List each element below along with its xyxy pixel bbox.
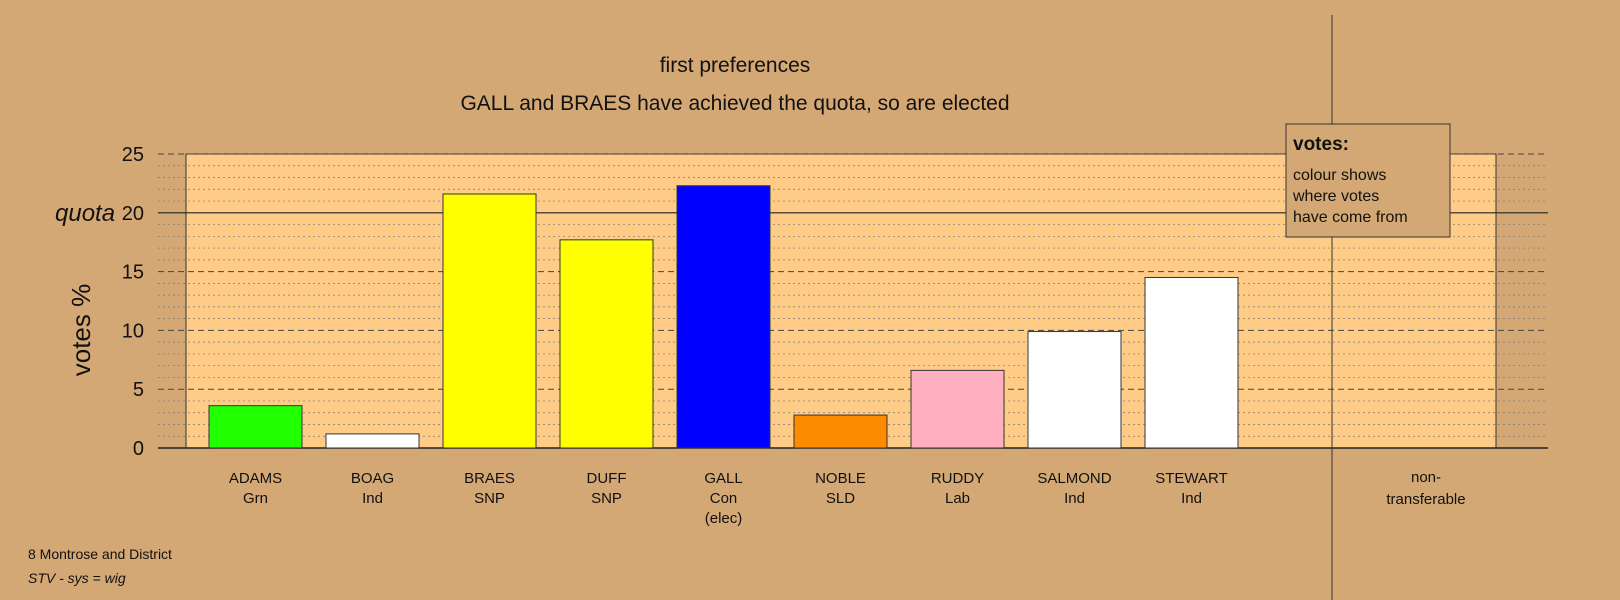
candidate-name: STEWART — [1155, 470, 1228, 487]
candidate-party: Ind — [362, 490, 383, 507]
candidate-name: BOAG — [351, 470, 394, 487]
bar-gall — [676, 185, 771, 449]
legend-line: have come from — [1293, 209, 1408, 226]
candidate-name: NOBLE — [815, 470, 866, 487]
bar-duff — [559, 239, 654, 449]
legend-line: where votes — [1292, 188, 1379, 205]
y-tick-label: 20 — [122, 203, 144, 225]
candidate-party: SLD — [826, 490, 855, 507]
candidate-party: SNP — [474, 490, 505, 507]
chart-title: first preferences — [660, 54, 811, 77]
candidate-name: DUFF — [587, 470, 627, 487]
y-tick-label: 15 — [122, 262, 144, 284]
y-tick-label: 5 — [133, 379, 144, 401]
legend: votes: colour shows where votes have com… — [1285, 123, 1451, 238]
candidate-party: SNP — [591, 490, 622, 507]
chart-subtitle: GALL and BRAES have achieved the quota, … — [460, 92, 1009, 115]
candidate-party: Grn — [243, 490, 268, 507]
candidate-party: Lab — [945, 490, 970, 507]
y-axis-label: votes % — [66, 284, 96, 377]
bar-stewart — [1144, 276, 1239, 449]
quota-label: quota — [55, 200, 115, 227]
legend-line: colour shows — [1293, 167, 1386, 184]
candidate-name: BRAES — [464, 470, 515, 487]
bar-noble — [793, 414, 888, 449]
candidate-party: Ind — [1181, 490, 1202, 507]
candidate-party: Con — [710, 490, 738, 507]
footer-area-name: 8 Montrose and District — [28, 546, 172, 562]
bar-ruddy — [910, 369, 1005, 449]
candidate-name: SALMOND — [1037, 470, 1111, 487]
bar-adams — [208, 405, 303, 449]
y-tick-label: 0 — [133, 438, 144, 460]
legend-title: votes: — [1293, 134, 1349, 155]
candidate-party: Ind — [1064, 490, 1085, 507]
bar-boag — [325, 433, 420, 449]
bar-salmond — [1027, 331, 1122, 449]
nontransferable-label-line2: transferable — [1386, 491, 1465, 508]
bars — [208, 185, 1239, 449]
bar-braes — [442, 193, 537, 449]
y-ticks: 0 5 10 15 20 25 — [122, 144, 144, 460]
footer-system: STV - sys = wig — [28, 570, 126, 586]
plot-area — [185, 153, 1497, 449]
nontransferable-label-line1: non- — [1411, 469, 1441, 486]
candidate-name: GALL — [704, 470, 742, 487]
legend-box — [1285, 123, 1451, 238]
candidate-name: ADAMS — [229, 470, 282, 487]
candidate-note: (elec) — [705, 510, 743, 527]
y-tick-label: 10 — [122, 320, 144, 342]
category-labels: ADAMS Grn BOAG Ind BRAES SNP DUFF SNP GALL Con (el… — [229, 470, 1228, 527]
y-tick-label: 25 — [122, 144, 144, 166]
candidate-name: RUDDY — [931, 470, 984, 487]
